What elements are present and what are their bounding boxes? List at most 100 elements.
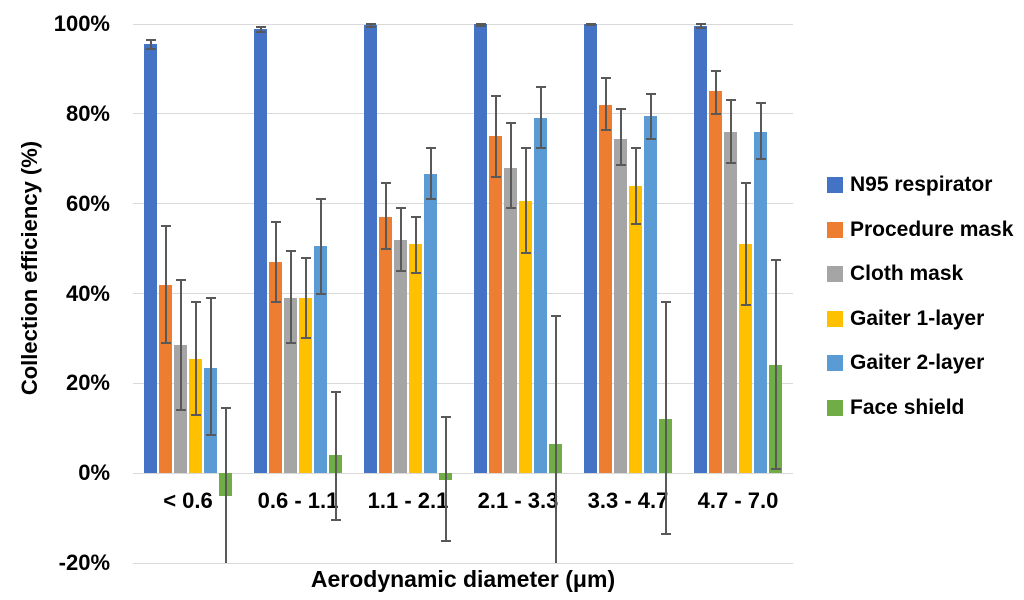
error-bar-cap-top xyxy=(740,182,751,185)
error-bar-line xyxy=(334,392,337,521)
error-bar-line xyxy=(369,24,372,28)
error-bar-line xyxy=(399,208,402,272)
error-bar-cap-bottom xyxy=(710,112,721,115)
legend-swatch-n95-respirator xyxy=(827,177,843,193)
error-bar-cap-top xyxy=(285,249,296,252)
error-bar-line xyxy=(699,24,702,29)
error-bar-cap-top xyxy=(475,23,486,25)
error-bar-line xyxy=(274,221,277,303)
error-bar-cap-bottom xyxy=(660,532,671,535)
bar-gaiter-2-layer xyxy=(533,118,548,474)
bar-cloth-mask xyxy=(503,167,518,474)
legend-label: Procedure mask xyxy=(850,217,1014,241)
error-bar-line xyxy=(179,280,182,411)
bar-gaiter-1-layer xyxy=(738,244,753,474)
error-bar-cap-top xyxy=(380,182,391,185)
x-category-label: 2.1 - 3.3 xyxy=(477,488,559,513)
error-bar-cap-top xyxy=(410,216,421,219)
y-tick-label: 0% xyxy=(78,460,110,486)
error-bar-line xyxy=(774,259,777,469)
x-category-label: 3.3 - 4.7 xyxy=(587,488,669,513)
error-bar-cap-top xyxy=(330,391,341,394)
error-bar-line xyxy=(414,217,417,274)
error-bar-cap-top xyxy=(425,146,436,149)
bar-procedure-mask xyxy=(708,91,723,474)
error-bar-cap-top xyxy=(160,225,171,228)
bar-cloth-mask xyxy=(723,131,738,474)
gridline-100 xyxy=(133,23,793,25)
x-axis-title: Aerodynamic diameter (μm) xyxy=(310,566,616,592)
legend-swatch-cloth-mask xyxy=(827,266,843,282)
error-bar-line xyxy=(164,226,167,343)
gridline-0 xyxy=(133,472,793,474)
error-bar-cap-top xyxy=(725,99,736,102)
gridline--20 xyxy=(133,562,793,564)
legend-label: Gaiter 2-layer xyxy=(850,351,985,374)
bar-procedure-mask xyxy=(268,262,283,474)
error-bar-cap-bottom xyxy=(255,30,266,33)
y-tick-label: 60% xyxy=(65,190,110,216)
error-bar-cap-bottom xyxy=(645,137,656,140)
error-bar-cap-bottom xyxy=(190,413,201,416)
error-bar-cap-bottom xyxy=(395,270,406,273)
y-tick-label: 20% xyxy=(65,370,110,396)
legend-swatch-gaiter-1-layer xyxy=(827,310,843,327)
bar-cloth-mask xyxy=(613,138,628,474)
bar-gaiter-2-layer xyxy=(423,174,438,474)
error-bar-cap-bottom xyxy=(410,272,421,275)
bar-gaiter-2-layer xyxy=(753,131,768,474)
error-bar-cap-top xyxy=(300,256,311,259)
error-bar-cap-top xyxy=(220,407,231,410)
error-bar-line xyxy=(209,297,212,435)
error-bar-line xyxy=(319,199,322,294)
bar-procedure-mask xyxy=(488,136,503,474)
error-bar-cap-top xyxy=(440,416,451,419)
error-bar-cap-bottom xyxy=(315,292,326,295)
bar-gaiter-1-layer xyxy=(188,358,203,474)
bar-n95-respirator xyxy=(583,24,598,474)
error-bar-line xyxy=(554,315,557,563)
error-bar-cap-top xyxy=(145,38,156,41)
error-bar-cap-top xyxy=(190,301,201,304)
error-bar-cap-bottom xyxy=(380,247,391,250)
x-category-label: 1.1 - 2.1 xyxy=(367,488,449,513)
bar-n95-respirator xyxy=(253,29,268,474)
error-bar-cap-bottom xyxy=(770,467,781,470)
error-bar-line xyxy=(304,257,307,339)
error-bar-cap-top xyxy=(550,314,561,317)
error-bar-line xyxy=(649,93,652,139)
error-bar-line xyxy=(744,183,747,305)
error-bar-line xyxy=(149,39,152,49)
y-tick-label: -20% xyxy=(58,550,110,575)
error-bar-line xyxy=(444,417,447,541)
gridline-60 xyxy=(133,203,793,205)
bar-gaiter-1-layer xyxy=(518,201,533,474)
error-bar-cap-bottom xyxy=(740,303,751,306)
error-bar-line xyxy=(509,122,512,209)
error-bar-cap-bottom xyxy=(285,341,296,344)
error-bar-line xyxy=(759,102,762,159)
bar-n95-respirator xyxy=(363,25,378,474)
error-bar-cap-bottom xyxy=(695,27,706,30)
error-bar-line xyxy=(619,109,622,166)
error-bar-cap-top xyxy=(770,258,781,261)
error-bar-cap-bottom xyxy=(270,301,281,304)
bar-n95-respirator xyxy=(473,24,488,474)
error-bar-cap-top xyxy=(315,198,326,201)
error-bar-line xyxy=(539,86,542,148)
x-category-label: 4.7 - 7.0 xyxy=(697,488,779,513)
error-bar-cap-top xyxy=(365,23,376,25)
bar-n95-respirator xyxy=(693,26,708,474)
error-bar-cap-top xyxy=(395,207,406,210)
bar-cloth-mask xyxy=(283,297,298,474)
bar-gaiter-1-layer xyxy=(408,244,423,474)
error-bar-cap-bottom xyxy=(175,409,186,412)
bar-cloth-mask xyxy=(393,239,408,474)
bar-gaiter-2-layer xyxy=(313,246,328,474)
error-bar-line xyxy=(429,147,432,200)
error-bar-line xyxy=(714,71,717,114)
error-bar-cap-bottom xyxy=(490,175,501,178)
legend-label: Face shield xyxy=(850,395,965,419)
x-category-label: < 0.6 xyxy=(163,488,213,513)
